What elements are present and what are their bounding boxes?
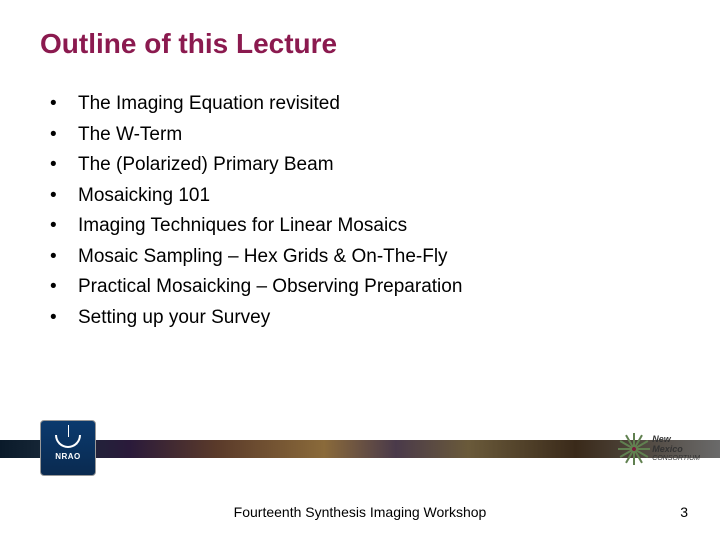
list-item: Mosaicking 101 bbox=[50, 182, 462, 211]
list-item: The Imaging Equation revisited bbox=[50, 90, 462, 119]
decorative-band bbox=[0, 440, 720, 458]
list-item: Practical Mosaicking – Observing Prepara… bbox=[50, 273, 462, 302]
nm-logo-text: New Mexico CONSORTIUM bbox=[652, 435, 700, 462]
list-item: Imaging Techniques for Linear Mosaics bbox=[50, 212, 462, 241]
footer-text: Fourteenth Synthesis Imaging Workshop bbox=[0, 504, 720, 520]
page-number: 3 bbox=[680, 504, 688, 520]
dish-icon bbox=[55, 435, 81, 448]
new-mexico-consortium-logo: New Mexico CONSORTIUM bbox=[620, 432, 700, 466]
slide-title: Outline of this Lecture bbox=[40, 28, 337, 60]
list-item: The (Polarized) Primary Beam bbox=[50, 151, 462, 180]
outline-list: The Imaging Equation revisited The W-Ter… bbox=[50, 90, 462, 334]
sun-icon bbox=[620, 433, 648, 465]
list-item: The W-Term bbox=[50, 121, 462, 150]
list-item: Mosaic Sampling – Hex Grids & On-The-Fly bbox=[50, 243, 462, 272]
nrao-logo-text: NRAO bbox=[55, 452, 81, 461]
nrao-logo: NRAO bbox=[40, 420, 96, 476]
list-item: Setting up your Survey bbox=[50, 304, 462, 333]
